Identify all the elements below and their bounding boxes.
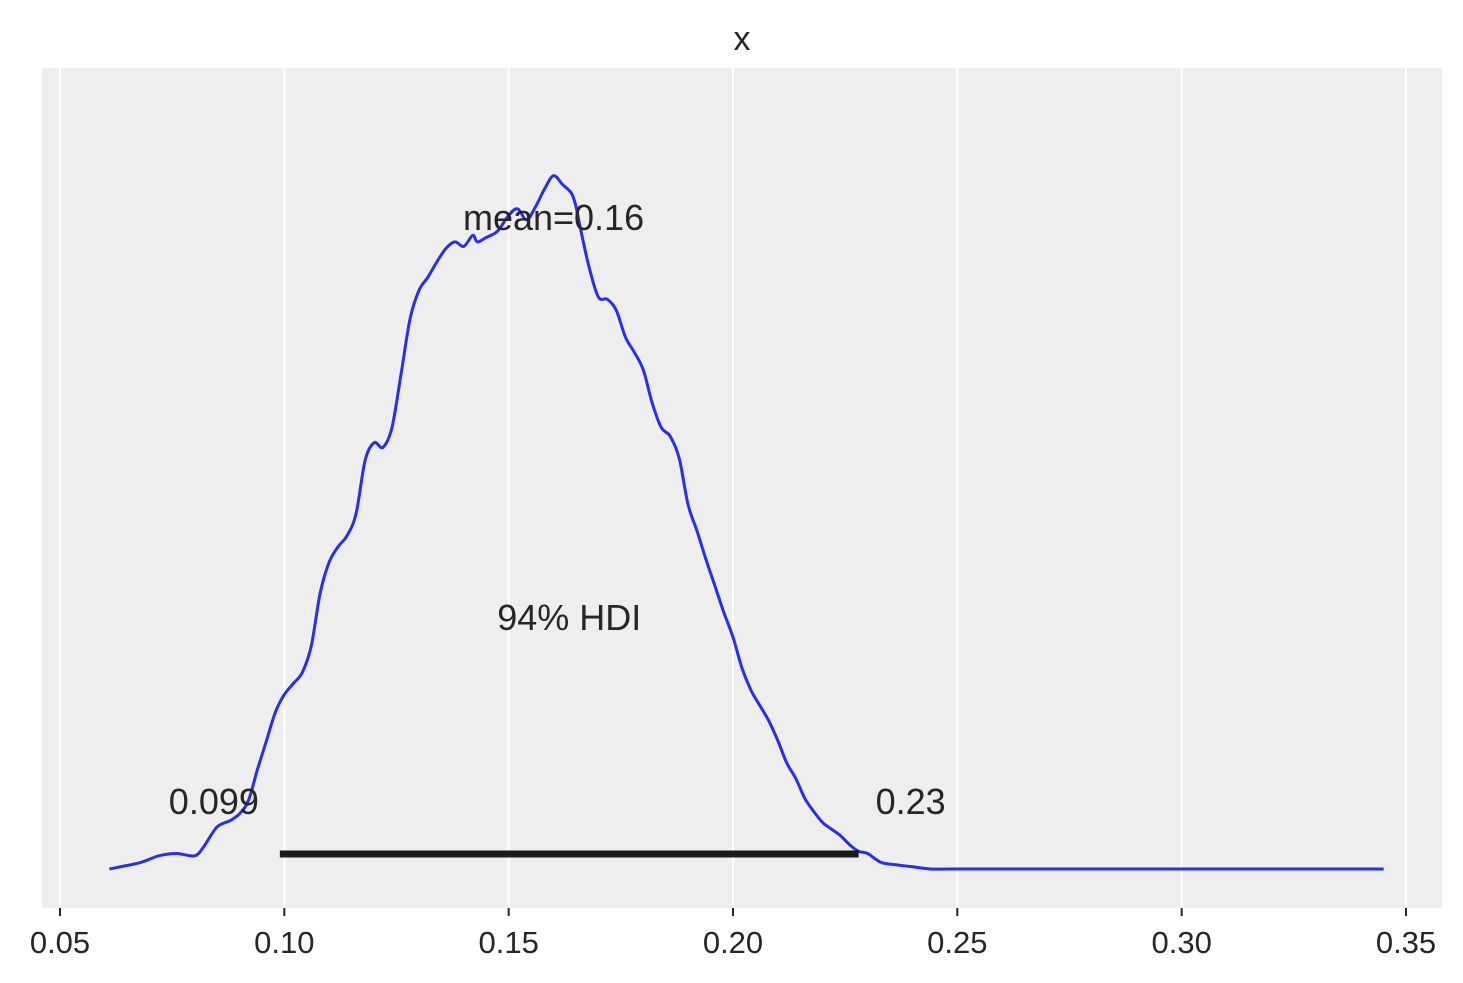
x-tick-label: 0.15 — [478, 925, 538, 960]
density-curve — [109, 174, 1384, 871]
x-tick-label: 0.25 — [927, 925, 987, 960]
hdi-low-label: 0.099 — [169, 781, 259, 822]
mean-label: mean=0.16 — [463, 197, 644, 238]
x-tick-label: 0.35 — [1376, 925, 1436, 960]
x-tick-label: 0.05 — [30, 925, 90, 960]
grid-lines — [59, 68, 1407, 908]
chart-title: x — [734, 20, 751, 58]
hdi-high-label: 0.23 — [876, 781, 946, 822]
x-tick-label: 0.30 — [1151, 925, 1211, 960]
x-tick-label: 0.10 — [254, 925, 314, 960]
hdi-label: 94% HDI — [497, 597, 641, 638]
x-axis-ticks: 0.05 0.10 0.15 0.20 0.25 0.30 0.35 — [30, 908, 1436, 960]
x-tick-label: 0.20 — [703, 925, 763, 960]
plot-area-background — [42, 68, 1442, 908]
